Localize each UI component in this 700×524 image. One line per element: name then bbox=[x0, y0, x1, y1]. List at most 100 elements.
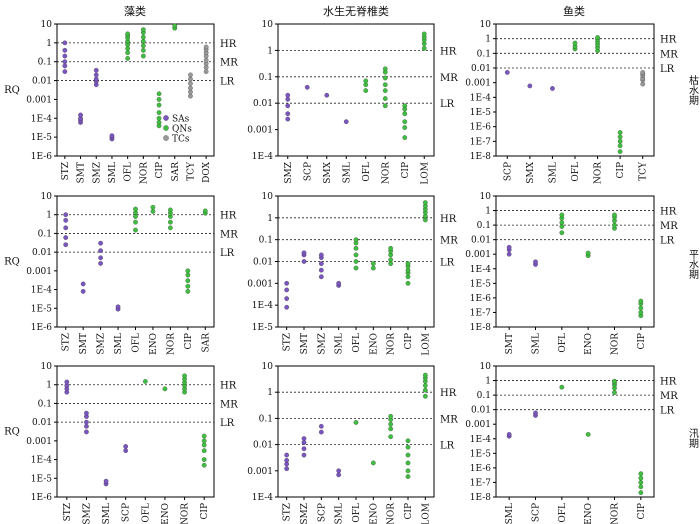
y-tick-label: 1E-5 bbox=[470, 279, 492, 289]
data-point bbox=[62, 48, 68, 53]
data-point bbox=[559, 230, 565, 236]
legend-label: SAs bbox=[172, 115, 190, 125]
data-point bbox=[422, 383, 428, 388]
data-point bbox=[405, 280, 411, 286]
data-point bbox=[162, 386, 168, 392]
risk-label: LR bbox=[220, 418, 235, 429]
y-tick-label: 1E-4 bbox=[252, 152, 274, 162]
data-point bbox=[62, 69, 68, 74]
risk-label: LR bbox=[660, 64, 675, 75]
data-point bbox=[422, 372, 428, 378]
x-tick-label: SML bbox=[505, 503, 515, 524]
risk-label: LR bbox=[660, 406, 675, 417]
data-point bbox=[638, 480, 644, 485]
data-point bbox=[405, 438, 411, 444]
x-tick-label: NOR bbox=[381, 162, 391, 184]
panel-2-1: 10 1 0.1 0.01 0.001 1E-4 1E-5 1E-6 HR MR LR RQ STZ SM… bbox=[4, 192, 238, 355]
x-tick-label: SML bbox=[335, 503, 345, 524]
x-tick-label: SAR bbox=[201, 333, 211, 353]
data-point bbox=[156, 102, 162, 108]
y-tick-label: 0.01 bbox=[253, 258, 273, 268]
data-point bbox=[353, 265, 359, 271]
data-point bbox=[188, 81, 193, 86]
data-point bbox=[421, 45, 427, 51]
x-tick-label: SMZ bbox=[92, 162, 102, 184]
data-point bbox=[405, 452, 411, 458]
x-tick-label: OFL bbox=[352, 333, 362, 353]
y-tick-label: 1E-4 bbox=[470, 435, 492, 445]
y-tick-label: 1E-5 bbox=[470, 449, 492, 459]
data-point bbox=[84, 410, 89, 416]
data-point bbox=[402, 135, 408, 140]
data-point bbox=[80, 289, 86, 294]
panel-1-2: 10 1 0.1 0.01 0.001 1E-4 HR MR LR SMZ SCP SMX SML OFL… bbox=[247, 20, 458, 185]
data-point bbox=[284, 466, 290, 472]
data-point bbox=[402, 103, 408, 109]
y-tick-label: 1E-6 bbox=[470, 464, 492, 474]
panel-3-1: 10 1 0.1 0.01 0.001 1E-4 1E-5 1E-6 HR MR LR RQ STZ SM… bbox=[4, 362, 238, 524]
data-point bbox=[304, 84, 310, 90]
x-tick-label: SML bbox=[114, 333, 124, 354]
data-point bbox=[533, 410, 538, 416]
y-tick-label: 10 bbox=[480, 20, 492, 30]
x-tick-label: NOR bbox=[611, 333, 621, 355]
data-point bbox=[422, 387, 428, 393]
y-tick-label: 1E-4 bbox=[31, 286, 53, 296]
y-tick-label: 1 bbox=[46, 39, 52, 49]
y-tick-label: 0.001 bbox=[465, 79, 491, 89]
y-tick-label: 0.1 bbox=[477, 221, 491, 231]
data-point bbox=[141, 48, 146, 53]
data-point bbox=[402, 119, 408, 125]
y-tick-label: 1E-4 bbox=[252, 493, 274, 503]
x-tick-label: SMX bbox=[323, 161, 333, 183]
data-point bbox=[168, 225, 173, 231]
y-tick-label: 0.001 bbox=[465, 250, 491, 260]
x-tick-label: SAR bbox=[171, 162, 181, 182]
risk-label: HR bbox=[440, 214, 457, 225]
y-tick-label: 1E-5 bbox=[470, 108, 492, 118]
data-point bbox=[188, 72, 193, 78]
data-point bbox=[62, 53, 68, 59]
x-tick-label: SMX bbox=[526, 161, 536, 183]
risk-label: MR bbox=[220, 229, 238, 240]
y-axis-label: RQ bbox=[4, 427, 20, 438]
data-point bbox=[353, 420, 359, 425]
data-point bbox=[93, 72, 99, 78]
y-tick-label: 0.001 bbox=[26, 267, 52, 277]
y-tick-label: 0.001 bbox=[465, 420, 491, 430]
data-point bbox=[80, 281, 86, 287]
x-tick-label: SCP bbox=[317, 503, 327, 522]
y-tick-label: 0.1 bbox=[38, 229, 52, 239]
data-point bbox=[84, 419, 89, 425]
y-tick-label: 1E-7 bbox=[470, 478, 492, 488]
x-tick-label: SMT bbox=[505, 333, 515, 354]
y-tick-label: 10 bbox=[262, 20, 274, 30]
data-point bbox=[201, 448, 207, 453]
data-point bbox=[301, 436, 307, 441]
data-point bbox=[168, 207, 173, 213]
y-tick-label: 0.1 bbox=[259, 73, 273, 83]
risk-label: LR bbox=[660, 236, 675, 247]
data-point bbox=[123, 444, 129, 449]
data-point bbox=[585, 250, 591, 256]
panel-3-2: 10 1 0.1 0.01 0.001 1E-4 HR MR LR STZ SMZ SCP SML OFL… bbox=[247, 362, 458, 524]
data-point bbox=[370, 261, 376, 266]
y-tick-label: 1E-6 bbox=[31, 152, 53, 162]
data-point bbox=[285, 116, 291, 122]
data-point bbox=[388, 426, 394, 432]
data-point bbox=[388, 257, 394, 263]
data-point bbox=[405, 460, 411, 466]
y-tick-label: 0.01 bbox=[32, 418, 52, 428]
x-tick-label: CIP bbox=[401, 162, 411, 179]
x-tick-label: LOM bbox=[421, 333, 431, 356]
data-point bbox=[422, 393, 428, 399]
risk-label: LR bbox=[440, 99, 455, 110]
x-tick-label: SML bbox=[102, 503, 112, 524]
x-tick-label: ENO bbox=[369, 503, 379, 524]
risk-label: LR bbox=[440, 441, 455, 452]
data-point bbox=[203, 57, 209, 63]
y-tick-label: 10 bbox=[262, 192, 274, 202]
x-tick-label: SCP bbox=[122, 503, 132, 522]
data-point bbox=[382, 96, 388, 101]
